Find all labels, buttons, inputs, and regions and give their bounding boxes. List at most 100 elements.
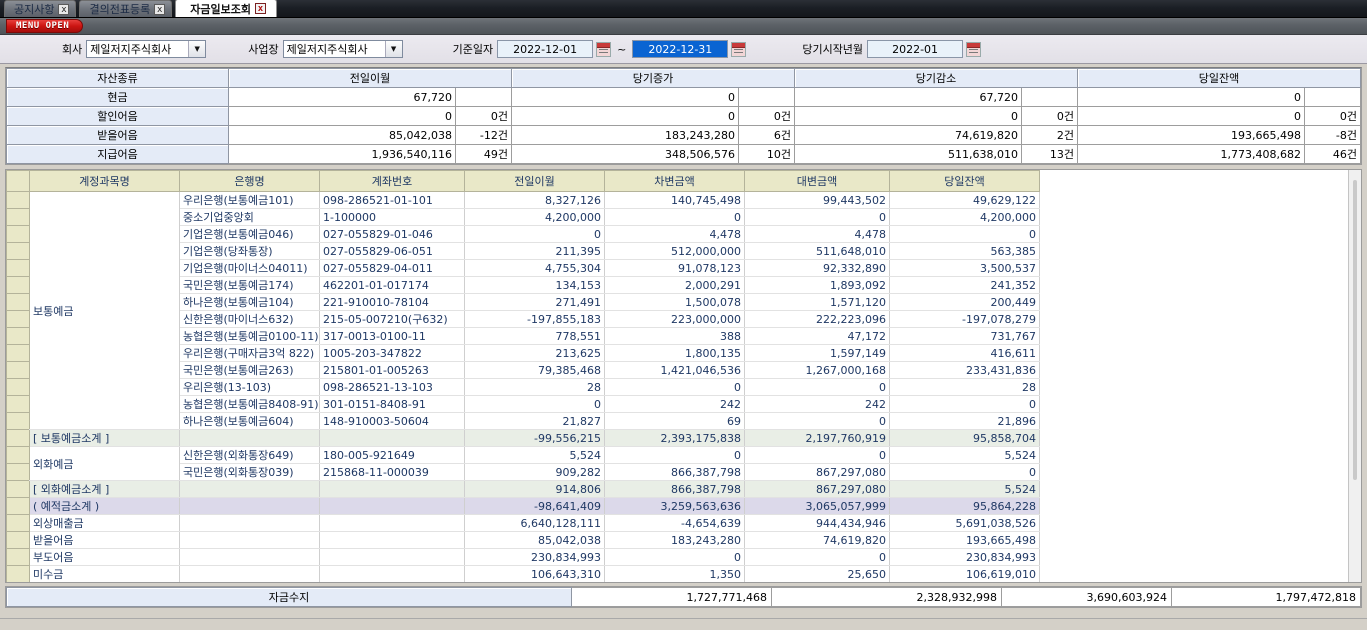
grid-row[interactable]: 받을어음 85,042,038 183,243,280 74,619,820 193,6…	[6, 531, 1040, 549]
row-indicator-cell[interactable]	[6, 361, 30, 379]
grid-row[interactable]: 기업은행(당좌통장) 027-055829-06-051 211,395 512,00…	[6, 242, 1040, 260]
summary-col-carryover: 전일이월	[228, 68, 512, 88]
tab-close-icon[interactable]: x	[58, 3, 70, 15]
menu-open-button[interactable]: MENU OPEN	[6, 19, 84, 33]
row-indicator-cell[interactable]	[6, 259, 30, 277]
grid-vertical-scrollbar[interactable]	[1348, 170, 1361, 582]
grid-row[interactable]: 부도어음 230,834,993 0 0 230,834,993	[6, 548, 1040, 566]
grid-row[interactable]: 국민은행(보통예금263) 215801-01-005263 79,385,468 1…	[6, 361, 1040, 379]
row-indicator-cell[interactable]	[6, 310, 30, 328]
fund-detail-grid-scroll[interactable]: 계정과목명 은행명 계좌번호 전일이월 차변금액 대변금액 당일잔액 보통예금 우…	[6, 170, 1348, 582]
grid-row[interactable]: 기업은행(보통예금046) 027-055829-01-046 0 4,478 4,47…	[6, 225, 1040, 243]
grid-row[interactable]: 외화예금 신한은행(외화통장649) 180-005-921649 5,524 0 0 5,…	[6, 446, 1040, 481]
grid-row[interactable]: 외상매출금 6,640,128,111 -4,654,639 944,434,946 5…	[6, 514, 1040, 532]
grid-scrollbar-thumb[interactable]	[1353, 180, 1357, 480]
row-indicator-cell[interactable]	[6, 463, 30, 481]
row-indicator-cell[interactable]	[6, 344, 30, 362]
row-indicator-cell[interactable]	[6, 412, 30, 430]
row-indicator-cell[interactable]	[6, 208, 30, 226]
tab-fund-daily-report[interactable]: 자금일보조회 x	[175, 0, 277, 17]
summary-row: 지급어음 1,936,540,116 49건 348,506,576 10건 511,63…	[6, 144, 1362, 164]
worksite-select[interactable]: 제일저지주식회사 ▼	[282, 40, 403, 58]
row-indicator-cell[interactable]	[6, 497, 30, 515]
chevron-down-icon[interactable]: ▼	[384, 41, 402, 57]
grid-credit-amount: 0	[744, 378, 890, 396]
grid-account-number	[319, 480, 465, 498]
grid-row[interactable]: 우리은행(13-103) 098-286521-13-103 28 0 0 28	[6, 378, 1040, 396]
row-indicator-cell[interactable]	[6, 565, 30, 582]
summary-row-label: 할인어음	[6, 106, 229, 126]
grid-account-number: 215-05-007210(구632)	[319, 310, 465, 328]
company-select[interactable]: 제일저지주식회사 ▼	[86, 40, 207, 58]
grid-row[interactable]: 보통예금 우리은행(보통예금101) 098-286521-01-101 8,327,…	[6, 191, 1040, 430]
grid-credit-amount: 92,332,890	[744, 259, 890, 277]
row-indicator-cell[interactable]	[6, 225, 30, 243]
grid-account-number: 148-910003-50604	[319, 412, 465, 430]
grid-row[interactable]: 하나은행(보통예금604) 148-910003-50604 21,827 69 0 21…	[6, 412, 1040, 430]
grid-debit-amount: 69	[604, 412, 745, 430]
grid-group-total-row[interactable]: ( 예적금소계 ) -98,641,409 3,259,563,636 3,065,0…	[6, 497, 1040, 515]
tab-close-icon[interactable]: x	[254, 3, 266, 14]
fiscal-start-input[interactable]: 2022-01	[867, 40, 964, 58]
grid-carryover-amount: -197,855,183	[464, 310, 605, 328]
row-indicator-cell[interactable]	[6, 514, 30, 532]
grid-row-label: 외상매출금	[29, 514, 180, 532]
grid-account-number: 098-286521-13-103	[319, 378, 465, 396]
row-indicator-cell[interactable]	[6, 293, 30, 311]
grid-carryover-amount: -98,641,409	[464, 497, 605, 515]
calendar-icon[interactable]	[731, 41, 747, 57]
summary-carryover-count: 49건	[454, 144, 513, 164]
grid-carryover-amount: 106,643,310	[464, 565, 605, 582]
row-indicator-cell[interactable]	[6, 378, 30, 396]
grid-bank-name: 국민은행(외화통장039)	[179, 463, 320, 481]
grid-row[interactable]: 신한은행(마이너스632) 215-05-007210(구632) -197,855…	[6, 310, 1040, 328]
grid-bank-name	[179, 497, 320, 515]
calendar-icon[interactable]	[966, 41, 982, 57]
grid-row[interactable]: 농협은행(보통예금0100-11) 317-0013-0100-11 778,551…	[6, 327, 1040, 345]
grid-account-number: 027-055829-01-046	[319, 225, 465, 243]
grid-row-label: [ 외화예금소계 ]	[29, 480, 180, 498]
grid-bank-name: 농협은행(보통예금8408-91)	[179, 395, 320, 413]
grid-subtotal-row[interactable]: [ 외화예금소계 ] 914,806 866,387,798 867,297,080 5…	[6, 480, 1040, 498]
grid-row[interactable]: 국민은행(외화통장039) 215868-11-000039 909,282 866,…	[6, 463, 1040, 481]
row-indicator-cell[interactable]	[6, 395, 30, 413]
grid-subtotal-row[interactable]: [ 보통예금소계 ] -99,556,215 2,393,175,838 2,197,…	[6, 429, 1040, 447]
grid-row[interactable]: 미수금 106,643,310 1,350 25,650 106,619,010	[6, 565, 1040, 582]
row-indicator-cell[interactable]	[6, 446, 30, 464]
tab-voucher-entry[interactable]: 결의전표등록 x	[79, 0, 173, 17]
grid-balance-amount: 106,619,010	[889, 565, 1040, 582]
grid-debit-amount: 866,387,798	[604, 463, 745, 481]
row-indicator-cell[interactable]	[6, 548, 30, 566]
grid-credit-amount: 867,297,080	[744, 463, 890, 481]
grid-bank-name: 농협은행(보통예금0100-11)	[179, 327, 320, 345]
grid-row-label: ( 예적금소계 )	[29, 497, 180, 515]
grid-debit-amount: 140,745,498	[604, 191, 745, 209]
calendar-icon[interactable]	[596, 41, 612, 57]
grid-row[interactable]: 농협은행(보통예금8408-91) 301-0151-8408-91 0 242 242…	[6, 395, 1040, 413]
chevron-down-icon[interactable]: ▼	[188, 41, 206, 57]
grid-row[interactable]: 국민은행(보통예금174) 462201-01-017174 134,153 2,00…	[6, 276, 1040, 294]
grid-row[interactable]: 하나은행(보통예금104) 221-910010-78104 271,491 1,50…	[6, 293, 1040, 311]
row-indicator-cell[interactable]	[6, 242, 30, 260]
tab-close-icon[interactable]: x	[154, 3, 166, 15]
grid-balance-amount: 193,665,498	[889, 531, 1040, 549]
base-date-from-input[interactable]: 2022-12-01	[497, 40, 594, 58]
footer-label: 자금수지	[6, 587, 572, 607]
row-indicator-cell[interactable]	[6, 429, 30, 447]
grid-bank-name	[179, 514, 320, 532]
grid-row[interactable]: 중소기업중앙회 1-100000 4,200,000 0 0 4,200,000	[6, 208, 1040, 226]
row-indicator-cell[interactable]	[6, 531, 30, 549]
row-indicator-cell[interactable]	[6, 276, 30, 294]
row-indicator-cell[interactable]	[6, 327, 30, 345]
grid-row[interactable]: 기업은행(마이너스04011) 027-055829-04-011 4,755,30…	[6, 259, 1040, 277]
summary-balance-count: -8건	[1303, 125, 1362, 145]
grid-balance-amount: 5,524	[889, 480, 1040, 498]
row-indicator-cell[interactable]	[6, 480, 30, 498]
row-indicator-cell[interactable]	[6, 191, 30, 209]
fiscal-start-field: 당기시작년월 2022-01	[802, 40, 982, 58]
base-date-to-input[interactable]: 2022-12-31	[632, 40, 729, 58]
grid-row[interactable]: 우리은행(구매자금3억 822) 1005-203-347822 213,625 1,…	[6, 344, 1040, 362]
summary-carryover-amount: 85,042,038	[228, 125, 456, 145]
grid-row-label: 받을어음	[29, 531, 180, 549]
tab-notice[interactable]: 공지사항 x	[4, 0, 77, 17]
